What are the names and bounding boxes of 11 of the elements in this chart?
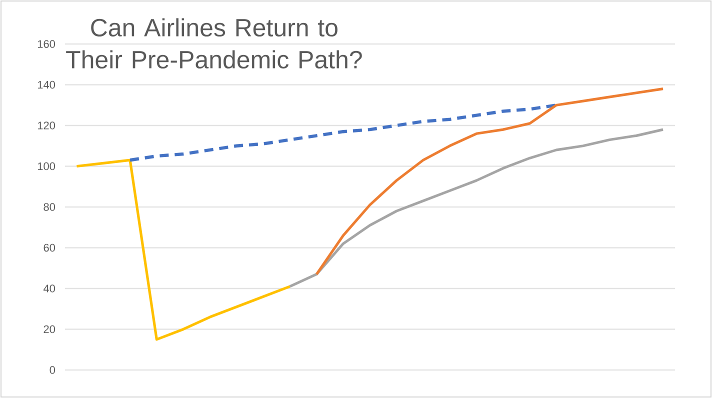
chart-title: Can Airlines Return to Their Pre-Pandemic Path?: [66, 18, 362, 69]
y-tick-label: 160: [38, 40, 56, 48]
y-tick-label: 80: [44, 203, 56, 211]
y-tick-label: 0: [50, 366, 56, 374]
y-tick-label: 120: [38, 122, 56, 130]
y-tick-label: 100: [38, 162, 56, 170]
y-tick-label: 140: [38, 80, 56, 89]
y-tick-label: 60: [44, 244, 56, 252]
y-tick-label: 20: [44, 325, 56, 334]
line-series: [288, 128, 664, 288]
y-tick-label: 40: [43, 284, 56, 292]
